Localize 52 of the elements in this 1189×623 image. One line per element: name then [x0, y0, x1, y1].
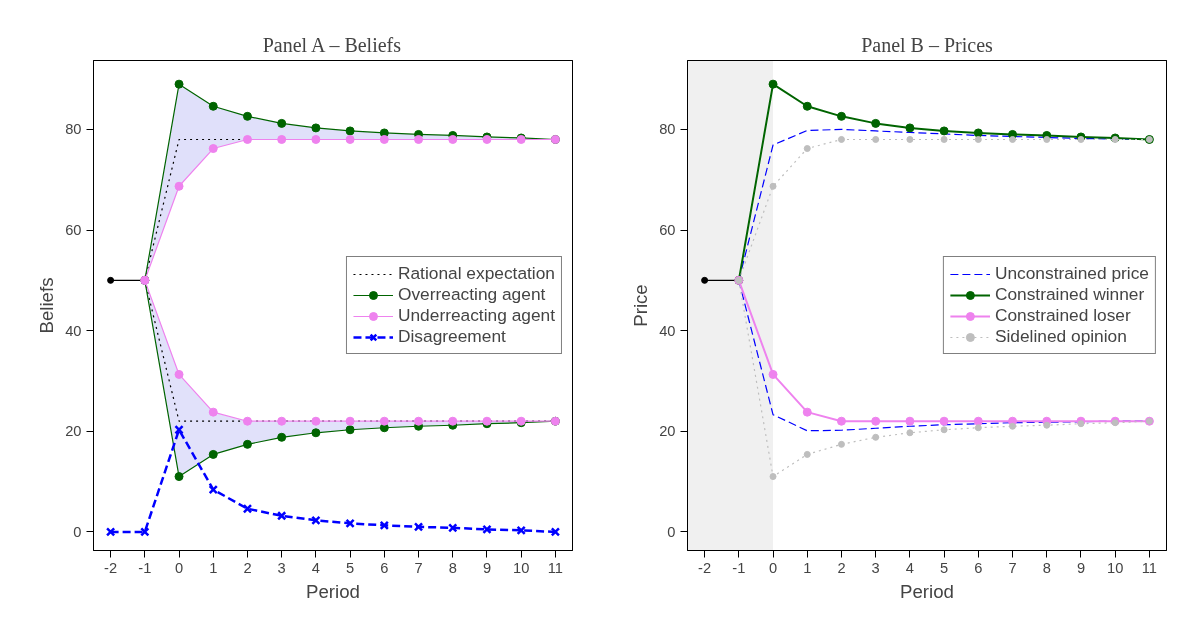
y-tick-label: 20: [65, 423, 82, 440]
x-tick-label: 9: [482, 559, 492, 576]
x-tick-label: 7: [414, 559, 423, 576]
y-tick-label: 0: [73, 523, 82, 540]
legend-label: Constrained loser: [994, 305, 1131, 326]
chart-title: Panel B – Prices: [861, 33, 994, 56]
x-tick-label: 7: [1008, 559, 1017, 576]
x-tick-label: -1: [138, 559, 152, 576]
x-tick-label: 5: [940, 559, 949, 576]
x-tick-label: 1: [209, 559, 218, 576]
x-tick-label: 5: [346, 559, 355, 576]
legend-label: Constrained winner: [994, 284, 1145, 305]
y-tick-label: 20: [659, 423, 676, 440]
x-tick-label: 6: [380, 559, 389, 576]
legend-label: Sidelined opinion: [994, 326, 1127, 347]
x-tick-label: 8: [448, 559, 457, 576]
y-axis-title: Price: [630, 284, 652, 327]
y-tick-label: 40: [659, 322, 676, 339]
x-tick-label: 11: [1141, 559, 1157, 576]
x-tick-label: 0: [174, 559, 184, 576]
x-tick-label: 10: [513, 559, 530, 576]
y-tick-label: 0: [667, 523, 676, 540]
y-tick-label: 80: [659, 121, 676, 138]
y-axis-title: Beliefs: [36, 277, 58, 334]
chart-title: Panel A – Beliefs: [262, 33, 402, 56]
y-tick-label: 60: [65, 222, 82, 239]
x-tick-label: 2: [243, 559, 252, 576]
x-tick-label: 6: [974, 559, 983, 576]
y-tick-label: 60: [659, 222, 676, 239]
x-tick-label: 1: [803, 559, 812, 576]
x-tick-label: 0: [768, 559, 778, 576]
x-tick-label: 4: [311, 559, 320, 576]
x-tick-label: 4: [905, 559, 914, 576]
legend-label: Overreacting agent: [397, 284, 546, 305]
y-tick-label: 80: [65, 121, 82, 138]
x-axis-title: Period: [306, 580, 360, 602]
legend-label: Rational expectation: [397, 263, 555, 284]
legend-label: Underreacting agent: [397, 305, 555, 326]
legend-label: Disagreement: [397, 326, 506, 347]
x-tick-label: 2: [837, 559, 846, 576]
x-tick-label: -2: [698, 559, 712, 576]
x-tick-label: 3: [871, 559, 880, 576]
x-tick-label: 8: [1042, 559, 1051, 576]
legend-label: Unconstrained price: [994, 263, 1149, 284]
x-tick-label: 10: [1107, 559, 1124, 576]
x-tick-label: 9: [1076, 559, 1086, 576]
x-tick-label: -2: [104, 559, 118, 576]
x-axis-title: Period: [900, 580, 954, 602]
x-tick-label: 11: [547, 559, 563, 576]
x-tick-label: 3: [277, 559, 286, 576]
x-tick-label: -1: [732, 559, 746, 576]
y-tick-label: 40: [65, 322, 82, 339]
